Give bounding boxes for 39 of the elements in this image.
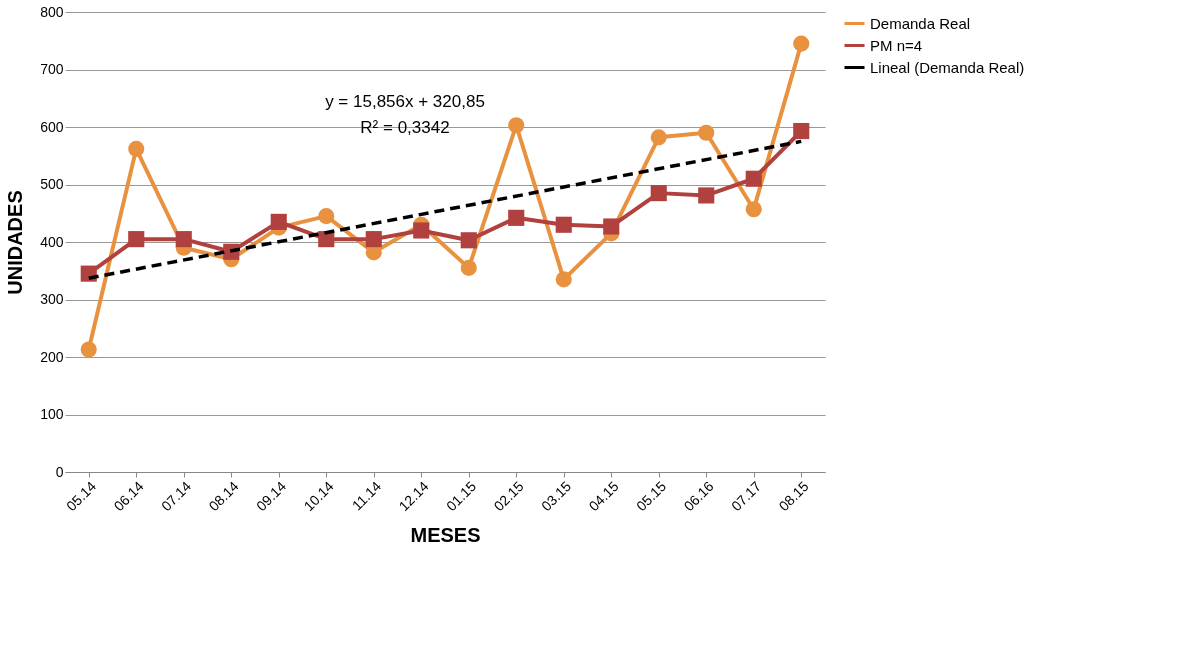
point (508, 209, 525, 226)
legend-label: Lineal (Demanda Real) (870, 58, 1025, 76)
y-tick-label: 400 (40, 233, 64, 250)
point (460, 259, 477, 276)
point (603, 218, 620, 235)
y-tick-label: 500 (40, 176, 64, 192)
point (745, 201, 762, 218)
point (555, 216, 572, 233)
point (508, 117, 525, 134)
annotation: y = 15,856x + 320,85 (325, 92, 485, 111)
annotation: R² = 0,3342 (360, 118, 450, 137)
y-tick-label: 0 (55, 463, 64, 480)
point (270, 213, 287, 230)
y-tick-label: 700 (40, 61, 64, 77)
point (318, 208, 335, 225)
point (793, 35, 810, 52)
point (555, 271, 572, 288)
point (745, 170, 762, 187)
legend-label: Demanda Real (870, 14, 971, 32)
y-tick-label: 200 (40, 348, 64, 365)
y-tick-label: 800 (40, 3, 64, 20)
y-axis-title: UNIDADES (4, 190, 27, 295)
legend-label: PM n=4 (870, 36, 923, 54)
point (128, 231, 145, 248)
point (128, 140, 145, 157)
point (460, 232, 477, 249)
point (80, 341, 97, 358)
point (650, 129, 667, 146)
point (698, 124, 715, 141)
point (365, 231, 382, 248)
point (413, 222, 430, 239)
y-tick-label: 300 (40, 291, 64, 307)
x-axis-title: MESES (410, 524, 481, 547)
point (175, 231, 192, 248)
y-tick-label: 600 (40, 118, 64, 135)
y-tick-label: 100 (40, 406, 64, 422)
point (650, 185, 667, 202)
point (698, 187, 715, 204)
point (793, 122, 810, 140)
